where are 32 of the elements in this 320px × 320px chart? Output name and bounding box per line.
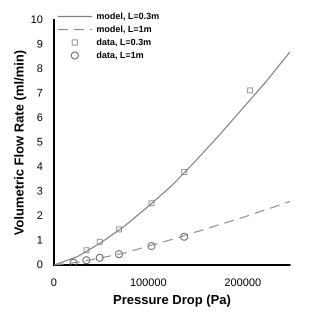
y-tick-label: 1 [36,234,43,247]
legend-label: model, L=1m [96,24,152,34]
x-tick-label: 0 [50,276,57,289]
y-tick-label: 5 [36,136,43,149]
point [82,256,90,264]
point [148,242,156,250]
y-tick-label: 2 [36,210,43,222]
point [83,247,90,254]
legend-label: data, L=1m [96,50,144,60]
y-axis-title: Volumetric Flow Rate (ml/min) [11,50,26,236]
point [96,254,104,262]
y-tick-label: 3 [36,186,43,198]
point [180,232,188,241]
y-tick-label: 7 [36,88,43,100]
y-tick-label: 10 [30,14,43,26]
point [115,250,124,258]
point [181,169,188,175]
y-tick-label: 8 [36,63,43,76]
x-tick-label: 100000 [130,276,167,289]
point [247,87,254,94]
x-tick-label: 200000 [224,276,262,289]
x-axis-title: Pressure Drop (Pa) [113,292,231,307]
y-tick-label: 9 [36,38,43,51]
legend-label: data, L=0.3m [96,36,152,47]
y-tick-label: 0 [36,259,43,272]
legend-label: model, L=0.3m [96,10,160,21]
point [148,200,154,206]
point [69,258,78,266]
y-tick-label: 4 [36,161,43,174]
y-tick-label: 6 [36,112,43,124]
point [96,238,103,245]
point [116,226,122,232]
